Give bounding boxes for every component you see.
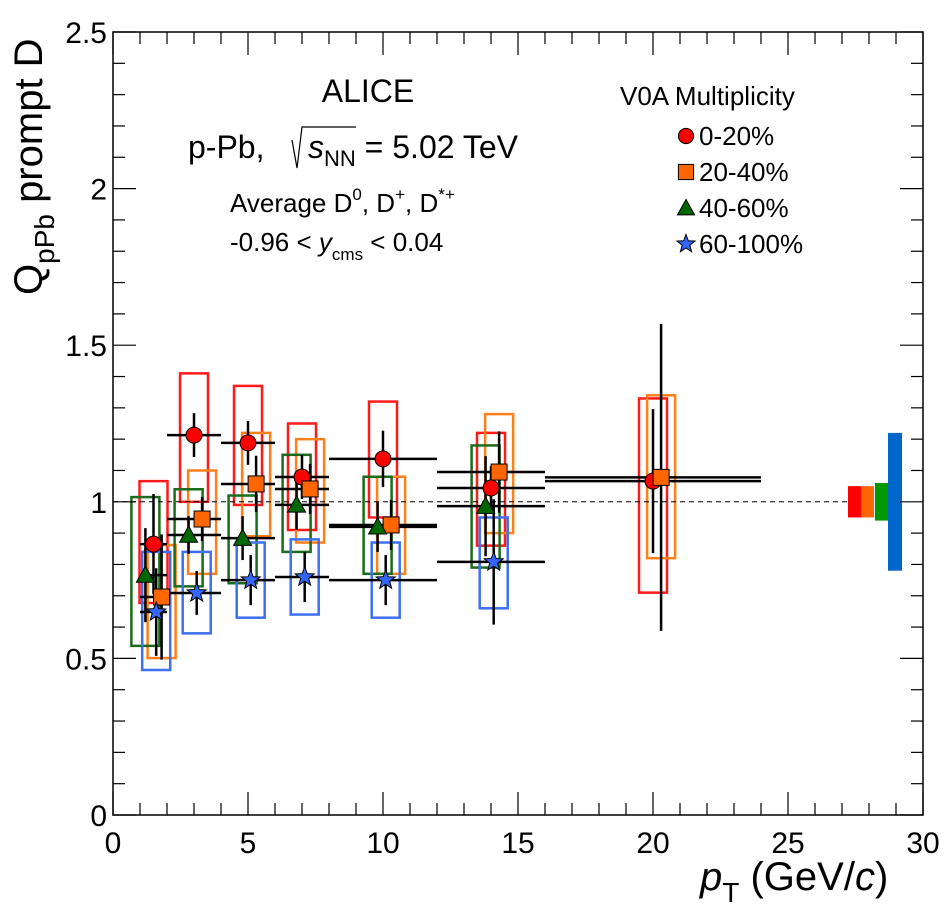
y-tick-label: 2.5 bbox=[65, 17, 107, 50]
legend: V0A Multiplicity 0-20% 20-40% 40-60% 60-100… bbox=[620, 81, 803, 259]
axis-ticks: 0 5 10 15 20 25 30 0 0.5 1 1.5 2 2.5 bbox=[65, 17, 939, 860]
svg-text:sNN = 5.02 TeV: sNN = 5.02 TeV bbox=[308, 129, 519, 171]
star-marker bbox=[675, 233, 697, 253]
norm-box-40-60pct bbox=[875, 483, 888, 521]
collision-system-label: p-Pb, sNN = 5.02 TeV bbox=[188, 126, 519, 171]
star-marker bbox=[185, 581, 208, 603]
triangle-marker bbox=[286, 494, 307, 513]
square-marker bbox=[382, 516, 400, 534]
circle-marker bbox=[374, 450, 392, 468]
star-marker bbox=[293, 565, 316, 587]
star-marker bbox=[374, 568, 397, 590]
legend-entry: 40-60% bbox=[676, 193, 789, 223]
triangle-marker bbox=[135, 565, 156, 583]
sys-box-40-60pct bbox=[130, 495, 161, 648]
x-axis-label: pT (GeV/c) bbox=[699, 855, 888, 908]
norm-box-20-40pct bbox=[861, 486, 874, 518]
norm-box-60-100pct bbox=[888, 432, 902, 571]
y-tick-label: 0 bbox=[90, 800, 107, 833]
sys-box-40-60pct bbox=[227, 494, 258, 585]
sys-box-0-20pct bbox=[637, 397, 669, 594]
legend-label: 60-100% bbox=[699, 229, 803, 259]
legend-label: 40-60% bbox=[699, 193, 789, 223]
x-tick-label: 15 bbox=[501, 827, 534, 860]
square-marker bbox=[677, 163, 695, 181]
legend-entry: 60-100% bbox=[675, 229, 803, 259]
square-marker bbox=[193, 510, 211, 528]
triangle-marker bbox=[232, 528, 253, 546]
systematic-boxes bbox=[130, 372, 677, 672]
triangle-marker bbox=[178, 524, 199, 543]
sys-box-0-20pct bbox=[475, 431, 507, 547]
square-marker bbox=[153, 588, 171, 606]
legend-entry: 0-20% bbox=[677, 121, 774, 151]
rapidity-label: -0.96 < ycms < 0.04 bbox=[230, 227, 443, 264]
star-marker bbox=[239, 568, 262, 590]
y-tick-label: 1 bbox=[90, 487, 107, 520]
circle-marker bbox=[145, 535, 162, 553]
triangle-marker bbox=[367, 516, 388, 535]
legend-label: 20-40% bbox=[699, 157, 789, 187]
legend-entry: 20-40% bbox=[677, 157, 789, 187]
normalization-uncertainty-boxes bbox=[848, 432, 902, 571]
y-axis-label: QpPb prompt D bbox=[7, 38, 60, 295]
x-tick-label: 30 bbox=[906, 827, 939, 860]
star-marker bbox=[145, 600, 168, 622]
circle-marker bbox=[677, 127, 695, 145]
circle-marker bbox=[239, 434, 257, 452]
star-marker bbox=[482, 550, 505, 572]
x-tick-label: 10 bbox=[366, 827, 399, 860]
y-tick-label: 2 bbox=[90, 174, 107, 207]
sys-box-0-20pct bbox=[232, 384, 264, 507]
experiment-label: ALICE bbox=[322, 73, 414, 109]
norm-box-0-20pct bbox=[848, 486, 861, 518]
sqrt-symbol bbox=[291, 126, 356, 169]
legend-title: V0A Multiplicity bbox=[620, 81, 795, 111]
species-label: Average D0, D+, D*+ bbox=[230, 185, 455, 218]
square-marker bbox=[652, 468, 670, 486]
y-tick-label: 0.5 bbox=[65, 643, 107, 676]
x-tick-label: 20 bbox=[636, 827, 669, 860]
x-tick-label: 25 bbox=[771, 827, 804, 860]
square-marker bbox=[247, 475, 265, 493]
x-tick-label: 0 bbox=[105, 827, 122, 860]
square-marker bbox=[490, 463, 508, 481]
triangle-marker bbox=[676, 198, 696, 216]
circle-marker bbox=[482, 479, 500, 497]
data-markers bbox=[135, 426, 670, 622]
triangle-marker bbox=[475, 496, 496, 514]
x-tick-label: 5 bbox=[240, 827, 257, 860]
circle-marker bbox=[185, 426, 203, 444]
y-tick-label: 1.5 bbox=[65, 330, 107, 363]
legend-label: 0-20% bbox=[699, 121, 774, 151]
svg-text:p-Pb,: p-Pb, bbox=[188, 129, 264, 165]
square-marker bbox=[301, 480, 319, 498]
